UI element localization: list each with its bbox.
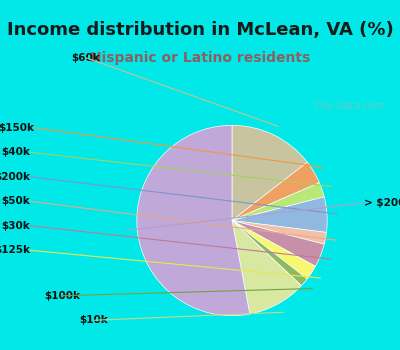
Text: $150k: $150k bbox=[0, 123, 34, 133]
Text: $30k: $30k bbox=[1, 221, 30, 231]
Wedge shape bbox=[137, 125, 250, 316]
Text: $200k: $200k bbox=[0, 172, 30, 182]
Wedge shape bbox=[232, 162, 319, 220]
Text: $60k: $60k bbox=[72, 53, 100, 63]
Text: $10k: $10k bbox=[80, 315, 108, 325]
Text: Income distribution in McLean, VA (%): Income distribution in McLean, VA (%) bbox=[7, 21, 393, 39]
Wedge shape bbox=[232, 125, 307, 220]
Text: Hispanic or Latino residents: Hispanic or Latino residents bbox=[90, 51, 310, 65]
Wedge shape bbox=[232, 197, 327, 232]
Wedge shape bbox=[232, 183, 324, 220]
Wedge shape bbox=[232, 220, 316, 279]
Text: $125k: $125k bbox=[0, 245, 30, 255]
Text: > $200k: > $200k bbox=[364, 198, 400, 208]
Wedge shape bbox=[232, 220, 301, 314]
Text: $40k: $40k bbox=[1, 147, 30, 157]
Wedge shape bbox=[232, 220, 324, 266]
Text: City-Data.com: City-Data.com bbox=[314, 101, 384, 111]
Text: $100k: $100k bbox=[44, 291, 80, 301]
Text: $50k: $50k bbox=[1, 196, 30, 206]
Wedge shape bbox=[232, 220, 326, 244]
Wedge shape bbox=[232, 220, 307, 286]
